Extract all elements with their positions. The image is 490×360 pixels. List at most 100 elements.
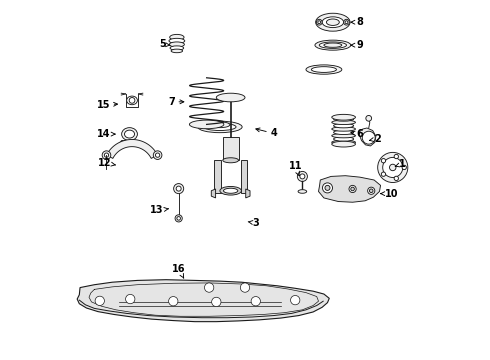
Ellipse shape [343, 19, 349, 25]
Ellipse shape [324, 43, 342, 47]
Circle shape [95, 296, 104, 306]
Circle shape [402, 165, 406, 170]
Ellipse shape [345, 21, 348, 24]
Text: 5: 5 [159, 40, 170, 49]
Circle shape [204, 283, 214, 292]
Polygon shape [214, 160, 220, 193]
Text: 7: 7 [168, 97, 184, 107]
Ellipse shape [126, 96, 137, 105]
Ellipse shape [124, 130, 135, 138]
Text: 12: 12 [98, 158, 116, 168]
Text: 15: 15 [97, 100, 118, 110]
Text: 16: 16 [172, 264, 185, 278]
Ellipse shape [306, 65, 342, 74]
Ellipse shape [322, 17, 343, 28]
Ellipse shape [332, 134, 355, 138]
Ellipse shape [311, 67, 337, 72]
Ellipse shape [317, 19, 322, 25]
Circle shape [175, 215, 182, 222]
Circle shape [381, 158, 386, 163]
Circle shape [155, 153, 160, 157]
Ellipse shape [170, 35, 184, 40]
Ellipse shape [332, 120, 355, 125]
Ellipse shape [334, 130, 354, 135]
Ellipse shape [216, 93, 245, 102]
Text: 4: 4 [256, 128, 277, 138]
Ellipse shape [210, 122, 230, 128]
Ellipse shape [326, 19, 339, 26]
Circle shape [390, 164, 396, 171]
Polygon shape [120, 140, 140, 143]
Circle shape [240, 283, 250, 292]
Text: 10: 10 [381, 189, 399, 199]
Text: 9: 9 [351, 40, 363, 50]
Ellipse shape [316, 13, 350, 31]
Polygon shape [241, 160, 247, 193]
Circle shape [125, 294, 135, 304]
Circle shape [394, 176, 398, 180]
Ellipse shape [171, 49, 183, 53]
Ellipse shape [334, 123, 354, 128]
Ellipse shape [332, 141, 355, 147]
Ellipse shape [298, 190, 307, 193]
Polygon shape [223, 137, 239, 160]
Polygon shape [318, 176, 381, 202]
Circle shape [351, 187, 354, 191]
Circle shape [212, 297, 221, 307]
Circle shape [297, 171, 307, 181]
Polygon shape [106, 139, 158, 158]
Polygon shape [245, 189, 250, 198]
Ellipse shape [190, 120, 224, 129]
Ellipse shape [319, 42, 346, 48]
Circle shape [291, 296, 300, 305]
Ellipse shape [332, 140, 355, 144]
Circle shape [177, 217, 180, 220]
Ellipse shape [332, 114, 355, 120]
Circle shape [153, 151, 162, 159]
Circle shape [176, 186, 181, 191]
Ellipse shape [204, 123, 236, 131]
Circle shape [104, 153, 109, 157]
Ellipse shape [334, 137, 354, 141]
Circle shape [381, 172, 386, 176]
Circle shape [366, 116, 371, 121]
Text: 13: 13 [150, 206, 168, 216]
Text: 6: 6 [351, 129, 363, 139]
Ellipse shape [223, 158, 239, 163]
Circle shape [378, 152, 408, 183]
Ellipse shape [318, 21, 320, 24]
Ellipse shape [332, 127, 355, 131]
Circle shape [369, 189, 373, 193]
Ellipse shape [334, 117, 354, 121]
Circle shape [102, 151, 111, 159]
Ellipse shape [170, 42, 184, 47]
Circle shape [362, 131, 375, 144]
Circle shape [251, 297, 260, 306]
Text: 2: 2 [369, 134, 381, 144]
Ellipse shape [170, 46, 184, 50]
Ellipse shape [223, 188, 238, 193]
Text: 14: 14 [97, 129, 115, 139]
Circle shape [322, 183, 333, 193]
Polygon shape [211, 189, 216, 198]
Ellipse shape [324, 15, 342, 21]
Polygon shape [359, 128, 376, 146]
Ellipse shape [122, 128, 137, 140]
Circle shape [300, 174, 305, 179]
Circle shape [368, 187, 375, 194]
Ellipse shape [169, 39, 185, 43]
Circle shape [349, 185, 356, 193]
Text: 8: 8 [351, 17, 363, 27]
Ellipse shape [220, 186, 242, 195]
Circle shape [394, 154, 398, 159]
Ellipse shape [315, 40, 351, 50]
Circle shape [169, 297, 178, 306]
Polygon shape [77, 280, 329, 321]
Circle shape [173, 184, 184, 194]
Text: 1: 1 [395, 159, 406, 169]
Circle shape [325, 185, 330, 190]
Circle shape [383, 157, 403, 177]
Text: 3: 3 [248, 218, 259, 228]
Ellipse shape [197, 121, 242, 133]
Text: 11: 11 [289, 161, 302, 176]
